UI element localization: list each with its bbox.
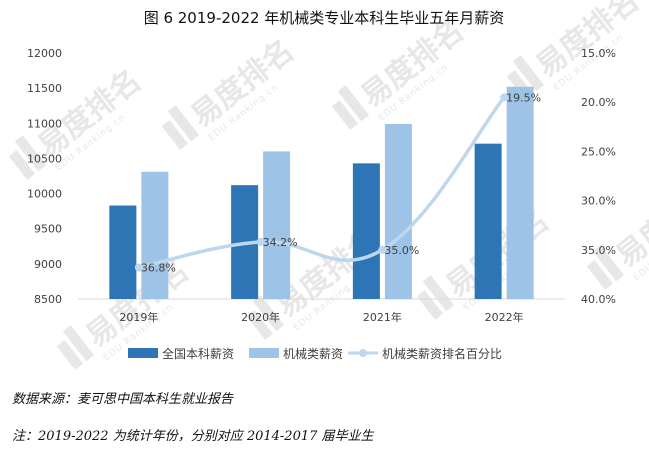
left-tick-label: 8500	[34, 293, 62, 306]
rank-data-label: 36.8%	[141, 262, 176, 275]
chart-title: 图 6 2019-2022 年机械类专业本科生毕业五年月薪资	[144, 9, 505, 27]
right-tick-label: 35.0%	[581, 244, 616, 257]
right-tick-label: 15.0%	[581, 47, 616, 60]
x-tick-label: 2022年	[485, 310, 524, 324]
right-tick-label: 20.0%	[581, 96, 616, 109]
legend: 全国本科薪资 机械类薪资 机械类薪资排名百分比	[128, 346, 502, 361]
rank-point	[378, 245, 387, 254]
legend-swatch	[249, 348, 279, 358]
legend-label: 全国本科薪资	[162, 346, 234, 361]
watermark-logo-bar	[592, 245, 625, 282]
watermark-logo-bar	[512, 55, 545, 92]
left-y-axis: 8500 9000 9500 10000 10500 11000 11500 12000	[27, 47, 62, 306]
left-tick-label: 10000	[27, 188, 62, 201]
rank-data-label: 34.2%	[263, 236, 298, 249]
right-tick-label: 25.0%	[581, 145, 616, 158]
x-tick-label: 2019年	[119, 310, 158, 324]
rank-point	[134, 263, 143, 272]
rank-point	[500, 93, 509, 102]
watermark-logo-bar	[14, 135, 47, 172]
mechanical-salary-bar	[263, 151, 291, 299]
left-tick-label: 9000	[34, 258, 62, 271]
watermark-logo-bar	[8, 150, 36, 180]
watermark-text: 易度排名	[530, 0, 646, 85]
watermark-logo-bar	[586, 260, 614, 290]
x-tick-label: 2021年	[363, 310, 402, 324]
rank-point	[256, 237, 265, 246]
right-tick-label: 40.0%	[581, 293, 616, 306]
watermark-logo-bar	[252, 295, 285, 332]
watermark-text: 易度排名	[610, 173, 649, 274]
mechanical-salary-bar	[384, 123, 412, 299]
national-salary-bar	[109, 205, 137, 299]
watermark-logo-bar	[161, 120, 189, 150]
right-y-axis: 15.0% 20.0% 25.0% 30.0% 35.0% 40.0%	[581, 47, 616, 306]
bars	[109, 86, 534, 299]
watermark-logo-bar	[416, 290, 444, 320]
rank-line: 36.8% 34.2% 35.0% 19.5%	[134, 91, 541, 275]
x-tick-label: 2020年	[241, 310, 280, 324]
watermark-logo-bar	[56, 340, 84, 370]
watermark-logo-bar	[246, 310, 274, 340]
left-tick-label: 11000	[27, 117, 62, 130]
legend-swatch	[128, 348, 158, 358]
watermark-logo-bar	[62, 325, 95, 362]
left-tick-label: 10500	[27, 152, 62, 165]
rank-line-path	[138, 96, 506, 270]
source-note: 数据来源：麦可思中国本科生就业报告	[12, 392, 234, 407]
right-tick-label: 30.0%	[581, 195, 616, 208]
rank-data-label: 19.5%	[506, 91, 541, 104]
legend-marker	[359, 349, 367, 357]
watermark-logo-bar	[331, 100, 359, 130]
national-salary-bar	[352, 163, 380, 299]
mechanical-salary-bar	[141, 171, 169, 299]
rank-data-label: 35.0%	[384, 244, 419, 257]
legend-label: 机械类薪资	[283, 346, 343, 361]
watermark-logo-bar	[337, 85, 370, 122]
left-tick-label: 12000	[27, 47, 62, 60]
left-tick-label: 11500	[27, 82, 62, 95]
watermark-logo-bar	[422, 275, 455, 312]
national-salary-bar	[474, 143, 502, 299]
watermark-logo-bar	[167, 105, 200, 142]
x-axis: 2019年 2020年 2021年 2022年	[119, 310, 523, 324]
footnote: 注：2019-2022 为统计年份，分别对应 2014-2017 届毕业生	[12, 429, 374, 444]
legend-label: 机械类薪资排名百分比	[382, 346, 502, 361]
left-tick-label: 9500	[34, 223, 62, 236]
mechanical-salary-bar	[506, 86, 534, 299]
